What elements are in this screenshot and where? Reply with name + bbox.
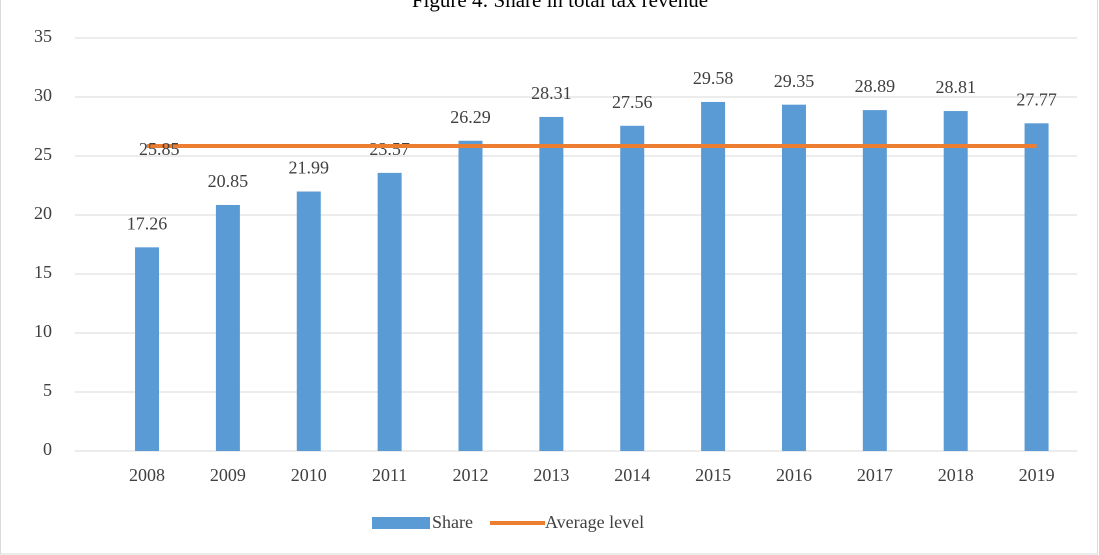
x-tick-label: 2011 — [372, 465, 407, 485]
bar — [296, 191, 321, 451]
bar — [943, 111, 968, 452]
x-tick-label: 2009 — [210, 465, 246, 485]
x-tick-label: 2008 — [129, 465, 165, 485]
data-label: 29.35 — [774, 71, 815, 91]
x-tick-label: 2012 — [453, 465, 489, 485]
y-tick-label: 25 — [34, 144, 52, 164]
data-label: 29.58 — [693, 68, 734, 88]
x-tick-label: 2015 — [695, 465, 731, 485]
y-tick-label: 30 — [34, 85, 52, 105]
data-label: 28.81 — [935, 77, 976, 97]
y-tick-label: 35 — [34, 26, 52, 46]
bar — [862, 110, 887, 452]
x-tick-label: 2013 — [533, 465, 569, 485]
data-label: 17.26 — [127, 213, 168, 233]
x-tick-label: 2018 — [938, 465, 974, 485]
x-tick-label: 2014 — [614, 465, 650, 485]
data-label: 27.77 — [1016, 89, 1057, 109]
y-tick-label: 20 — [34, 203, 52, 223]
legend-label: Share — [432, 512, 473, 532]
data-label: 25.85 — [139, 139, 180, 159]
x-tick-label: 2010 — [291, 465, 327, 485]
data-label: 27.56 — [612, 92, 653, 112]
bar — [458, 140, 483, 451]
legend-swatch — [372, 517, 430, 529]
bar — [620, 125, 645, 452]
x-tick-label: 2017 — [857, 465, 893, 485]
legend-label: Average level — [545, 512, 644, 532]
bar — [701, 101, 726, 452]
data-label: 20.85 — [208, 171, 249, 191]
bar — [539, 116, 564, 451]
y-tick-label: 10 — [34, 321, 52, 341]
data-label: 28.89 — [855, 76, 896, 96]
data-label: 26.29 — [450, 107, 491, 127]
y-tick-label: 0 — [43, 439, 52, 459]
y-tick-label: 5 — [43, 380, 52, 400]
data-label: 23.57 — [369, 139, 410, 159]
bar — [215, 204, 240, 451]
data-label: 21.99 — [289, 158, 330, 178]
bar — [781, 104, 806, 452]
chart-title: Figure 4: Share in total tax revenue — [412, 0, 708, 12]
bar — [1024, 123, 1049, 452]
x-tick-label: 2019 — [1019, 465, 1055, 485]
y-tick-label: 15 — [34, 262, 52, 282]
bar — [135, 247, 160, 451]
data-label: 28.31 — [531, 83, 572, 103]
x-tick-label: 2016 — [776, 465, 812, 485]
bar — [377, 172, 402, 451]
